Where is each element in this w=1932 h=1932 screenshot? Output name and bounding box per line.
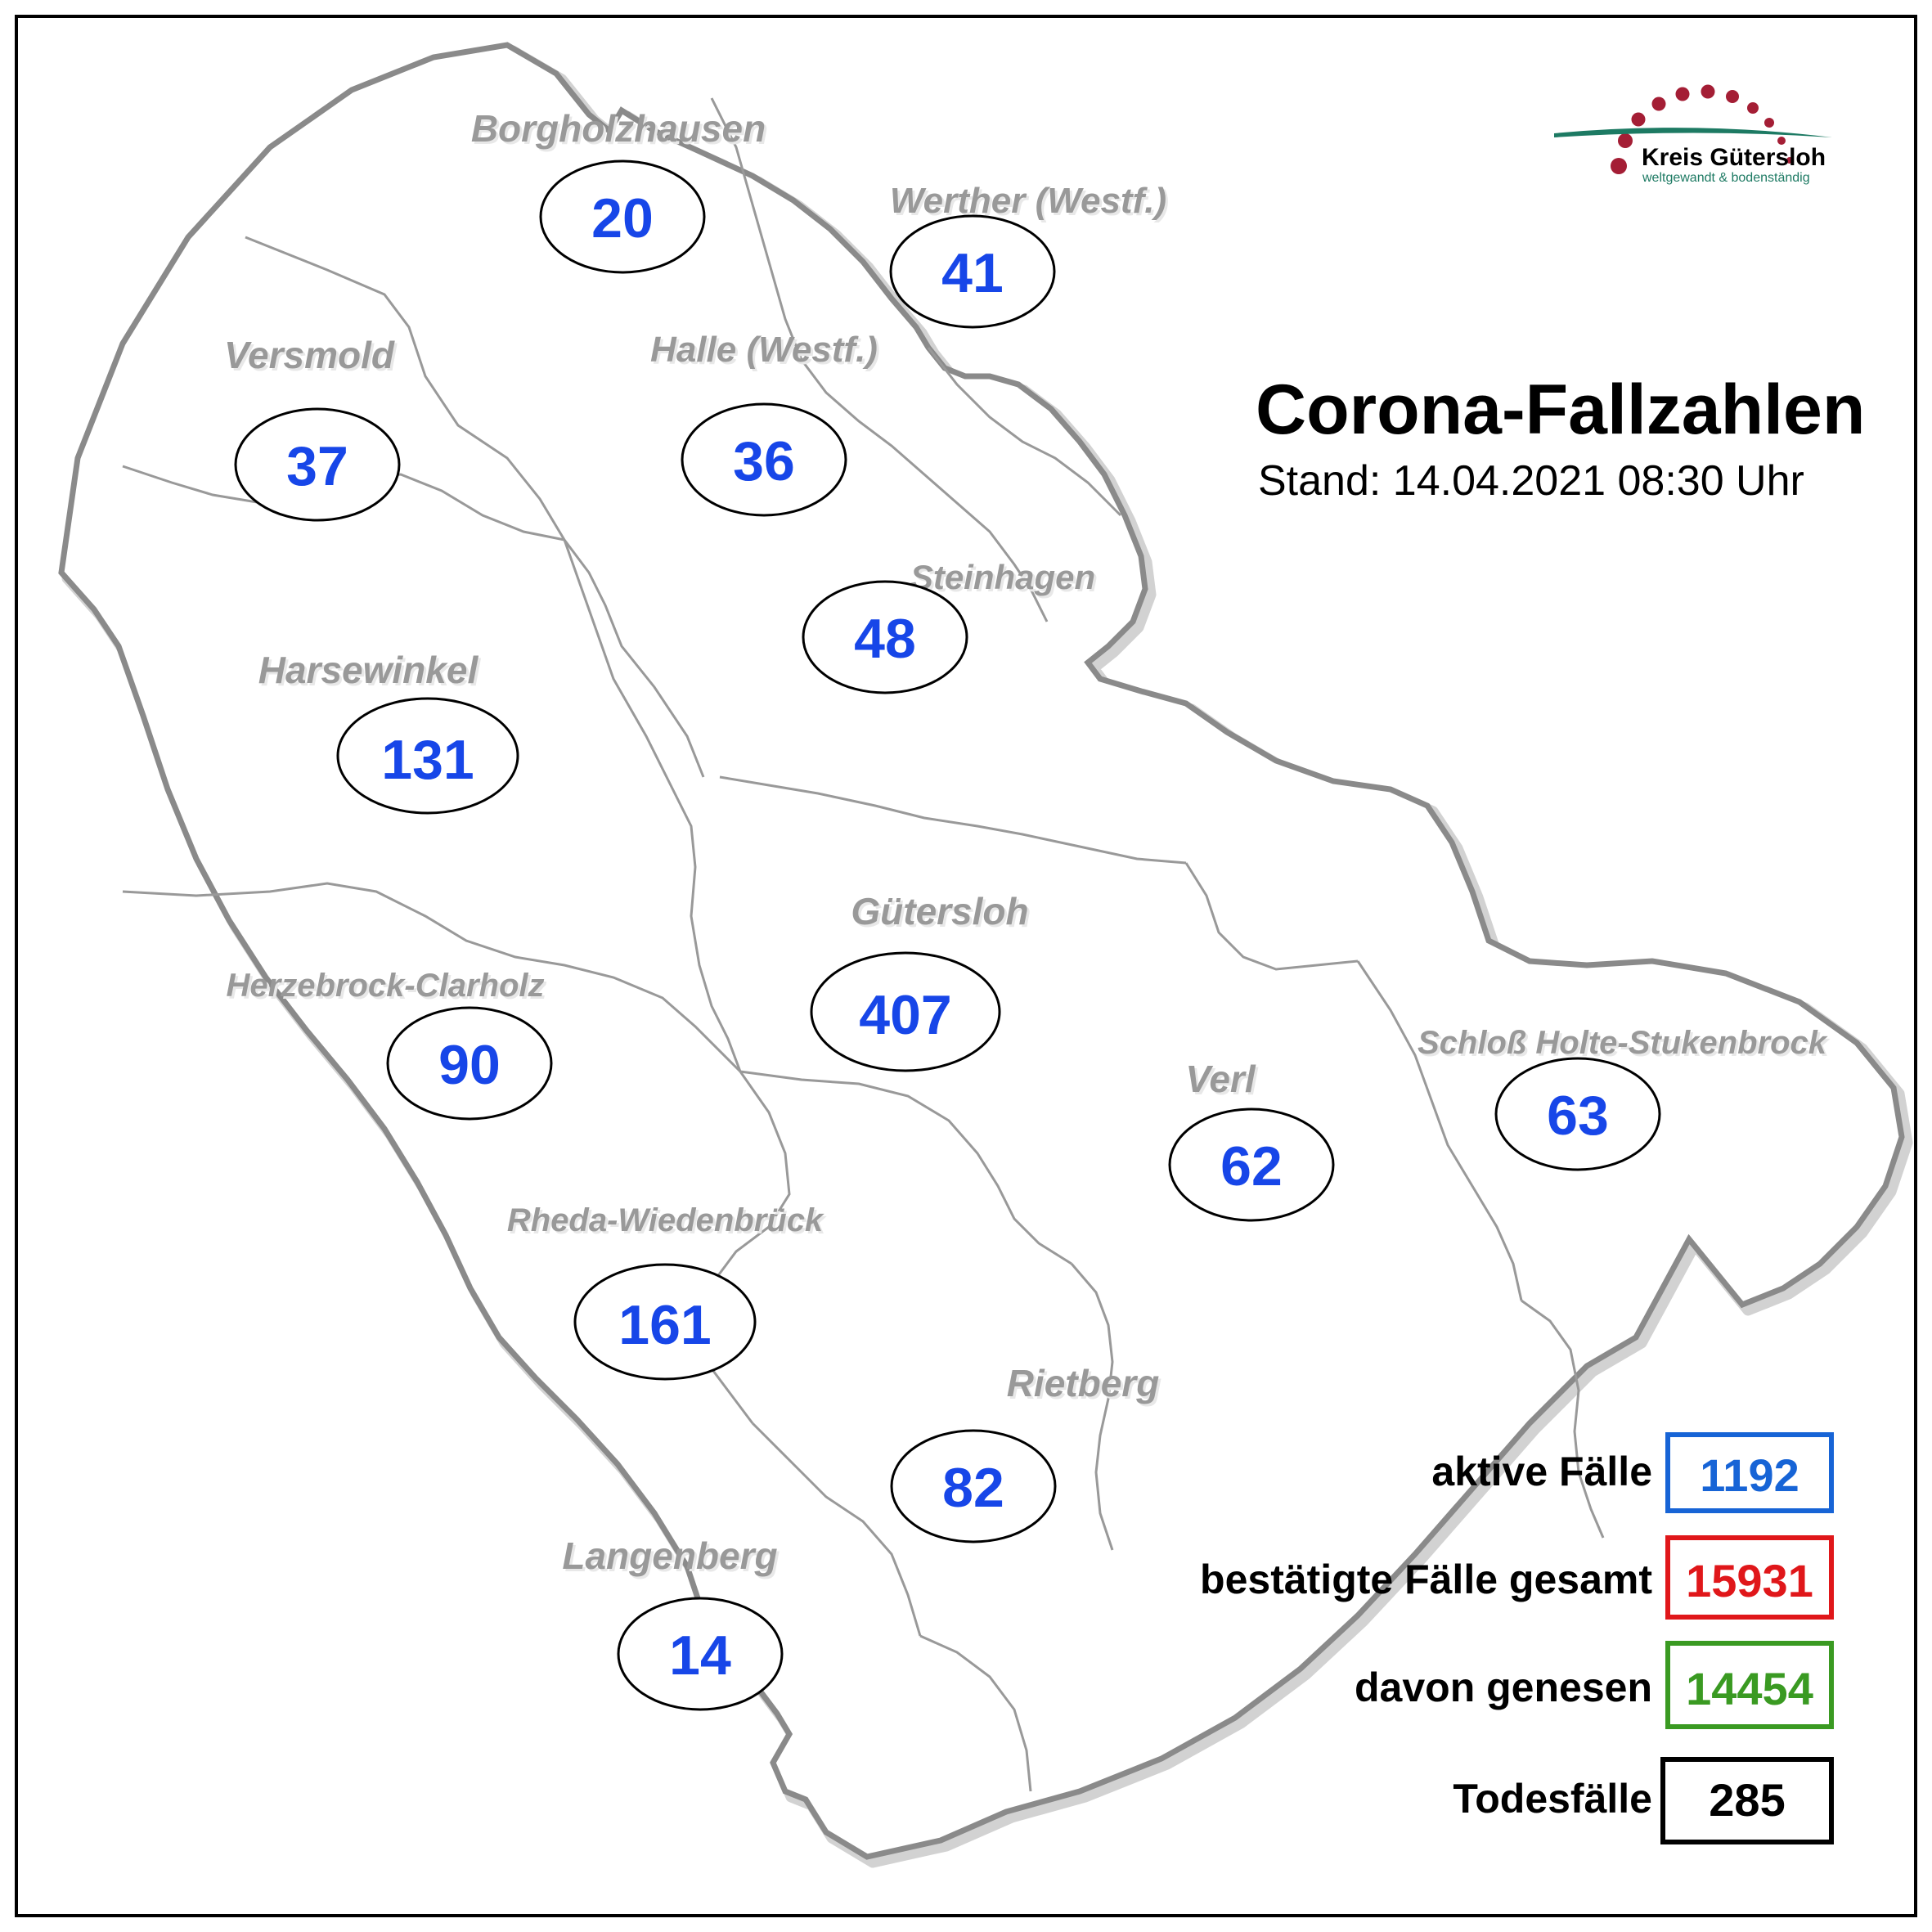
svg-text:1192: 1192 (1700, 1449, 1799, 1501)
svg-text:14: 14 (669, 1624, 731, 1687)
svg-text:Kreis Gütersloh: Kreis Gütersloh (1642, 144, 1826, 171)
svg-text:14454: 14454 (1686, 1663, 1813, 1714)
svg-text:63: 63 (1547, 1085, 1609, 1147)
svg-text:285: 285 (1709, 1774, 1785, 1826)
svg-text:131: 131 (381, 729, 474, 791)
svg-text:Schloß Holte-Stukenbrock: Schloß Holte-Stukenbrock (1418, 1025, 1828, 1061)
svg-text:Werther (Westf.): Werther (Westf.) (890, 181, 1166, 221)
svg-text:Stand: 14.04.2021 08:30 Uhr: Stand: 14.04.2021 08:30 Uhr (1258, 457, 1804, 505)
svg-text:Gütersloh: Gütersloh (851, 890, 1028, 932)
svg-text:20: 20 (591, 187, 654, 249)
svg-text:Steinhagen: Steinhagen (910, 558, 1095, 596)
svg-text:48: 48 (854, 608, 916, 670)
svg-text:Halle (Westf.): Halle (Westf.) (650, 330, 878, 370)
svg-text:aktive Fälle: aktive Fälle (1431, 1449, 1652, 1494)
svg-text:90: 90 (438, 1034, 501, 1096)
svg-text:weltgewandt & bodenständig: weltgewandt & bodenständig (1642, 171, 1810, 185)
svg-text:Borgholzhausen: Borgholzhausen (471, 107, 766, 150)
svg-text:Versmold: Versmold (224, 334, 395, 376)
svg-text:37: 37 (286, 435, 348, 497)
svg-text:36: 36 (733, 430, 795, 492)
svg-text:bestätigte Fälle gesamt: bestätigte Fälle gesamt (1200, 1557, 1652, 1602)
svg-text:Harsewinkel: Harsewinkel (258, 649, 479, 691)
svg-text:41: 41 (941, 242, 1004, 304)
svg-text:161: 161 (618, 1294, 711, 1356)
svg-text:82: 82 (942, 1457, 1004, 1519)
svg-text:Corona-Fallzahlen: Corona-Fallzahlen (1256, 371, 1865, 449)
svg-text:davon genesen: davon genesen (1355, 1665, 1652, 1710)
svg-text:Rietberg: Rietberg (1007, 1362, 1160, 1404)
svg-text:407: 407 (859, 984, 951, 1046)
svg-text:Herzebrock-Clarholz: Herzebrock-Clarholz (227, 968, 545, 1004)
svg-text:Langenberg: Langenberg (562, 1534, 777, 1577)
svg-text:15931: 15931 (1686, 1555, 1813, 1606)
svg-text:Rheda-Wiedenbrück: Rheda-Wiedenbrück (507, 1202, 824, 1238)
svg-text:Verl: Verl (1185, 1058, 1256, 1100)
svg-text:Todesfälle: Todesfälle (1453, 1776, 1652, 1822)
svg-text:62: 62 (1220, 1135, 1283, 1197)
